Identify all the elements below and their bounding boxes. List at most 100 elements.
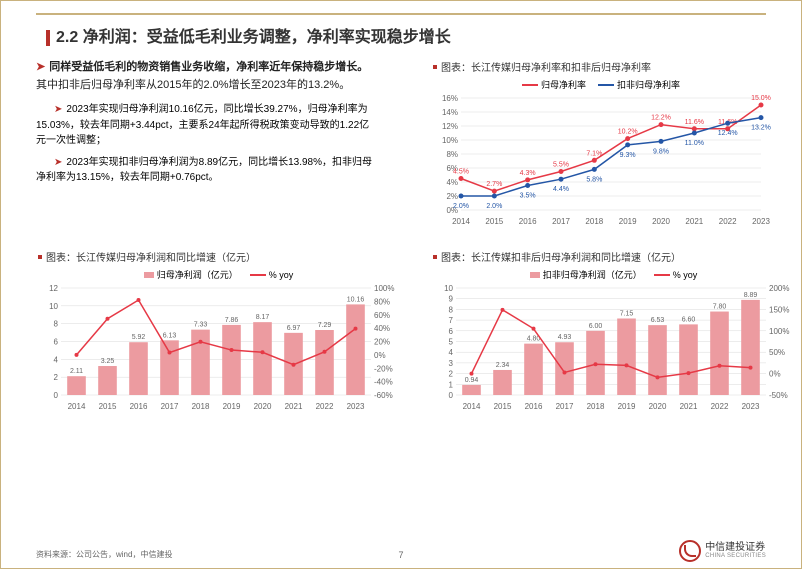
svg-text:10.2%: 10.2% xyxy=(618,129,638,136)
intro-block: ➤ 同样受益低毛利的物资销售业务收缩，净利率近年保持稳步增长。其中扣非后归母净利率… xyxy=(36,59,376,94)
svg-text:12.2%: 12.2% xyxy=(651,115,671,122)
svg-text:6: 6 xyxy=(54,338,59,347)
svg-text:2.0%: 2.0% xyxy=(486,203,502,210)
svg-text:2023: 2023 xyxy=(752,217,770,226)
svg-text:7.80: 7.80 xyxy=(713,304,727,311)
svg-text:-20%: -20% xyxy=(374,364,393,373)
svg-text:5.5%: 5.5% xyxy=(553,162,569,169)
svg-text:2014: 2014 xyxy=(452,217,470,226)
svg-text:9: 9 xyxy=(449,295,454,304)
intro-arrow-icon: ➤ xyxy=(36,61,45,73)
svg-text:6: 6 xyxy=(449,327,454,336)
svg-text:2022: 2022 xyxy=(719,217,737,226)
svg-text:5: 5 xyxy=(449,338,454,347)
svg-text:2023: 2023 xyxy=(742,402,760,411)
svg-text:80%: 80% xyxy=(374,297,390,306)
svg-text:8%: 8% xyxy=(446,150,458,159)
chart3-title: 图表：长江传媒扣非后归母净利润和同比增速（亿元） xyxy=(441,253,681,264)
svg-text:2022: 2022 xyxy=(711,402,729,411)
intro-tail: 其中扣非后归母净利率从2015年的2.0%增长至2023年的13.2%。 xyxy=(36,79,350,91)
svg-text:11.0%: 11.0% xyxy=(685,140,704,147)
svg-text:7: 7 xyxy=(449,316,454,325)
svg-text:1: 1 xyxy=(449,380,454,389)
svg-text:2018: 2018 xyxy=(192,402,210,411)
svg-text:2: 2 xyxy=(54,373,59,382)
bullet-1: 2023年实现归母净利润10.16亿元，同比增长39.27%，归母净利率为15.… xyxy=(36,104,369,146)
svg-text:0: 0 xyxy=(449,391,454,400)
svg-text:7.29: 7.29 xyxy=(318,322,332,329)
chart1-svg: 0%2%4%6%8%10%12%14%16%201420152016201720… xyxy=(431,93,771,228)
svg-text:0%: 0% xyxy=(769,370,781,379)
svg-text:2020: 2020 xyxy=(652,217,670,226)
chart1-title: 图表：长江传媒归母净利率和扣非后归母净利率 xyxy=(441,63,651,74)
svg-text:20%: 20% xyxy=(374,338,390,347)
svg-text:2.34: 2.34 xyxy=(496,362,510,369)
chart-adj-net-profit: 图表：长江传媒扣非后归母净利润和同比增速（亿元） 扣非归母净利润（亿元） % y… xyxy=(431,249,796,409)
svg-text:100%: 100% xyxy=(769,327,789,336)
svg-text:11.6%: 11.6% xyxy=(685,119,704,126)
svg-text:-60%: -60% xyxy=(374,391,393,400)
intro-main: 同样受益低毛利的物资销售业务收缩，净利率近年保持稳步增长。 xyxy=(49,61,368,73)
svg-text:-50%: -50% xyxy=(769,391,788,400)
bullet-2: 2023年实现扣非归母净利润为8.89亿元，同比增长13.98%，扣非归母净利率… xyxy=(36,157,372,184)
svg-text:2018: 2018 xyxy=(587,402,605,411)
header-bar xyxy=(46,30,50,46)
svg-text:2019: 2019 xyxy=(619,217,637,226)
svg-text:12.4%: 12.4% xyxy=(718,130,738,137)
svg-text:2021: 2021 xyxy=(685,217,703,226)
footer-source: 资料来源：公司公告，wind，中信建投 xyxy=(36,549,172,560)
section-header: 2.2 净利润：受益低毛利业务调整，净利率实现稳步增长 xyxy=(46,23,451,47)
svg-text:2014: 2014 xyxy=(68,402,86,411)
chart-net-margin: 图表：长江传媒归母净利率和扣非后归母净利率 归母净利率 扣非归母净利率 0%2%… xyxy=(431,59,771,224)
svg-text:2015: 2015 xyxy=(494,402,512,411)
chart3-legend: 扣非归母净利润（亿元） % yoy xyxy=(431,268,796,281)
logo: 中信建投证券CHINA SECURITIES xyxy=(679,540,766,562)
svg-text:2017: 2017 xyxy=(552,217,570,226)
bullet-arrow-icon: ➤ xyxy=(54,157,62,168)
chart2-svg: 024681012-60%-40%-20%0%20%40%60%80%100%2… xyxy=(36,283,401,413)
chart1-legend: 归母净利率 扣非归母净利率 xyxy=(431,78,771,91)
svg-text:2019: 2019 xyxy=(223,402,241,411)
chart-net-profit: 图表：长江传媒归母净利润和同比增速（亿元） 归母净利润（亿元） % yoy 02… xyxy=(36,249,401,409)
svg-text:7.33: 7.33 xyxy=(194,322,208,329)
chart3-svg: 012345678910-50%0%50%100%150%200%2014201… xyxy=(431,283,796,413)
svg-text:2020: 2020 xyxy=(254,402,272,411)
svg-text:200%: 200% xyxy=(769,284,789,293)
svg-text:2.0%: 2.0% xyxy=(453,203,469,210)
bullet-arrow-icon: ➤ xyxy=(54,104,62,115)
svg-text:10%: 10% xyxy=(442,136,458,145)
svg-text:2015: 2015 xyxy=(99,402,117,411)
svg-text:5.92: 5.92 xyxy=(132,334,146,341)
svg-text:12: 12 xyxy=(49,284,58,293)
svg-text:2023: 2023 xyxy=(347,402,365,411)
svg-text:2015: 2015 xyxy=(485,217,503,226)
svg-text:2016: 2016 xyxy=(519,217,537,226)
svg-text:3.25: 3.25 xyxy=(101,358,115,365)
svg-text:6.13: 6.13 xyxy=(163,332,177,339)
svg-text:5.8%: 5.8% xyxy=(586,176,602,183)
svg-text:6.97: 6.97 xyxy=(287,325,301,332)
logo-cn: 中信建投证券 xyxy=(705,542,766,553)
svg-text:7.86: 7.86 xyxy=(225,317,239,324)
svg-text:7.15: 7.15 xyxy=(620,310,634,317)
svg-text:7.1%: 7.1% xyxy=(586,150,602,157)
svg-text:3: 3 xyxy=(449,359,454,368)
svg-text:4: 4 xyxy=(54,355,59,364)
svg-text:9.8%: 9.8% xyxy=(653,148,669,155)
svg-text:8: 8 xyxy=(449,305,454,314)
svg-text:2017: 2017 xyxy=(161,402,179,411)
svg-text:4.93: 4.93 xyxy=(558,334,572,341)
section-title: 2.2 净利润：受益低毛利业务调整，净利率实现稳步增长 xyxy=(56,29,451,46)
svg-text:14%: 14% xyxy=(442,108,458,117)
svg-text:2019: 2019 xyxy=(618,402,636,411)
svg-text:0: 0 xyxy=(54,391,59,400)
svg-text:2016: 2016 xyxy=(130,402,148,411)
bullet-list: ➤2023年实现归母净利润10.16亿元，同比增长39.27%，归母净利率为15… xyxy=(36,102,376,186)
svg-text:2017: 2017 xyxy=(556,402,574,411)
svg-text:2022: 2022 xyxy=(316,402,334,411)
chart2-title: 图表：长江传媒归母净利润和同比增速（亿元） xyxy=(46,253,256,264)
svg-text:-40%: -40% xyxy=(374,378,393,387)
svg-text:12%: 12% xyxy=(442,122,458,131)
svg-text:100%: 100% xyxy=(374,284,394,293)
svg-text:50%: 50% xyxy=(769,348,785,357)
